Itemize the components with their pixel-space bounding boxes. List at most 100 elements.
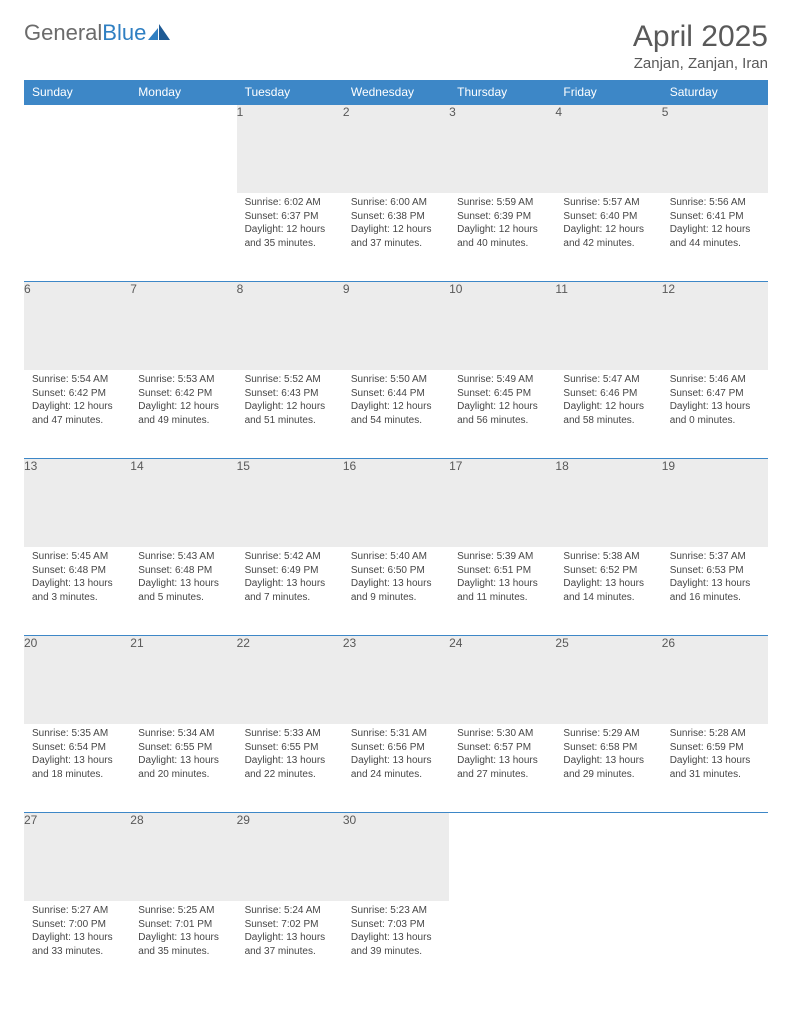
daylight-line: Daylight: 13 hours and 7 minutes. bbox=[245, 577, 335, 604]
sunrise-line: Sunrise: 5:46 AM bbox=[670, 373, 760, 387]
day-cell: Sunrise: 5:42 AMSunset: 6:49 PMDaylight:… bbox=[237, 547, 343, 636]
day-cell: Sunrise: 5:34 AMSunset: 6:55 PMDaylight:… bbox=[130, 724, 236, 813]
brand-part1: General bbox=[24, 20, 102, 46]
sunrise-line: Sunrise: 5:49 AM bbox=[457, 373, 547, 387]
daynum-row: 13141516171819 bbox=[24, 459, 768, 548]
sunset-line: Sunset: 7:01 PM bbox=[138, 918, 228, 932]
daylight-line: Daylight: 13 hours and 9 minutes. bbox=[351, 577, 441, 604]
sunset-line: Sunset: 6:37 PM bbox=[245, 210, 335, 224]
weekday-header-row: SundayMondayTuesdayWednesdayThursdayFrid… bbox=[24, 80, 768, 105]
daylight-line: Daylight: 12 hours and 47 minutes. bbox=[32, 400, 122, 427]
sunrise-line: Sunrise: 5:40 AM bbox=[351, 550, 441, 564]
day-cell: Sunrise: 5:46 AMSunset: 6:47 PMDaylight:… bbox=[662, 370, 768, 459]
day-details: Sunrise: 5:37 AMSunset: 6:53 PMDaylight:… bbox=[662, 547, 768, 608]
content-row: Sunrise: 5:54 AMSunset: 6:42 PMDaylight:… bbox=[24, 370, 768, 459]
daylight-line: Daylight: 13 hours and 29 minutes. bbox=[563, 754, 653, 781]
sunset-line: Sunset: 6:46 PM bbox=[563, 387, 653, 401]
day-number: 15 bbox=[237, 459, 343, 548]
day-cell: Sunrise: 5:56 AMSunset: 6:41 PMDaylight:… bbox=[662, 193, 768, 282]
day-cell bbox=[130, 193, 236, 282]
sunset-line: Sunset: 6:54 PM bbox=[32, 741, 122, 755]
sunrise-line: Sunrise: 5:43 AM bbox=[138, 550, 228, 564]
sunset-line: Sunset: 7:02 PM bbox=[245, 918, 335, 932]
day-details: Sunrise: 5:29 AMSunset: 6:58 PMDaylight:… bbox=[555, 724, 661, 785]
daynum-row: 12345 bbox=[24, 105, 768, 194]
day-details: Sunrise: 5:52 AMSunset: 6:43 PMDaylight:… bbox=[237, 370, 343, 431]
day-details: Sunrise: 5:46 AMSunset: 6:47 PMDaylight:… bbox=[662, 370, 768, 431]
daylight-line: Daylight: 13 hours and 0 minutes. bbox=[670, 400, 760, 427]
day-cell: Sunrise: 5:45 AMSunset: 6:48 PMDaylight:… bbox=[24, 547, 130, 636]
day-number bbox=[662, 813, 768, 902]
day-details: Sunrise: 5:59 AMSunset: 6:39 PMDaylight:… bbox=[449, 193, 555, 254]
sunrise-line: Sunrise: 5:52 AM bbox=[245, 373, 335, 387]
day-details: Sunrise: 6:02 AMSunset: 6:37 PMDaylight:… bbox=[237, 193, 343, 254]
weekday-header: Tuesday bbox=[237, 80, 343, 105]
day-details: Sunrise: 5:39 AMSunset: 6:51 PMDaylight:… bbox=[449, 547, 555, 608]
day-cell bbox=[555, 901, 661, 989]
day-number: 13 bbox=[24, 459, 130, 548]
day-number: 2 bbox=[343, 105, 449, 194]
daylight-line: Daylight: 12 hours and 49 minutes. bbox=[138, 400, 228, 427]
day-number: 17 bbox=[449, 459, 555, 548]
weekday-header: Thursday bbox=[449, 80, 555, 105]
sunrise-line: Sunrise: 5:38 AM bbox=[563, 550, 653, 564]
calendar-table: SundayMondayTuesdayWednesdayThursdayFrid… bbox=[24, 80, 768, 989]
day-cell: Sunrise: 5:28 AMSunset: 6:59 PMDaylight:… bbox=[662, 724, 768, 813]
day-cell: Sunrise: 5:52 AMSunset: 6:43 PMDaylight:… bbox=[237, 370, 343, 459]
daynum-row: 20212223242526 bbox=[24, 636, 768, 725]
day-number: 28 bbox=[130, 813, 236, 902]
daylight-line: Daylight: 13 hours and 5 minutes. bbox=[138, 577, 228, 604]
daylight-line: Daylight: 13 hours and 16 minutes. bbox=[670, 577, 760, 604]
sunset-line: Sunset: 6:57 PM bbox=[457, 741, 547, 755]
day-details: Sunrise: 5:40 AMSunset: 6:50 PMDaylight:… bbox=[343, 547, 449, 608]
daylight-line: Daylight: 13 hours and 31 minutes. bbox=[670, 754, 760, 781]
day-details: Sunrise: 5:23 AMSunset: 7:03 PMDaylight:… bbox=[343, 901, 449, 962]
daylight-line: Daylight: 12 hours and 54 minutes. bbox=[351, 400, 441, 427]
day-cell: Sunrise: 5:27 AMSunset: 7:00 PMDaylight:… bbox=[24, 901, 130, 989]
daylight-line: Daylight: 13 hours and 35 minutes. bbox=[138, 931, 228, 958]
location: Zanjan, Zanjan, Iran bbox=[633, 55, 768, 72]
sunrise-line: Sunrise: 5:57 AM bbox=[563, 196, 653, 210]
sunrise-line: Sunrise: 5:42 AM bbox=[245, 550, 335, 564]
day-details: Sunrise: 5:43 AMSunset: 6:48 PMDaylight:… bbox=[130, 547, 236, 608]
day-number: 23 bbox=[343, 636, 449, 725]
day-cell: Sunrise: 5:54 AMSunset: 6:42 PMDaylight:… bbox=[24, 370, 130, 459]
sunrise-line: Sunrise: 5:27 AM bbox=[32, 904, 122, 918]
weekday-header: Wednesday bbox=[343, 80, 449, 105]
day-details: Sunrise: 5:25 AMSunset: 7:01 PMDaylight:… bbox=[130, 901, 236, 962]
day-number: 21 bbox=[130, 636, 236, 725]
day-details: Sunrise: 5:35 AMSunset: 6:54 PMDaylight:… bbox=[24, 724, 130, 785]
day-cell: Sunrise: 5:59 AMSunset: 6:39 PMDaylight:… bbox=[449, 193, 555, 282]
sunset-line: Sunset: 6:40 PM bbox=[563, 210, 653, 224]
day-cell: Sunrise: 5:50 AMSunset: 6:44 PMDaylight:… bbox=[343, 370, 449, 459]
daylight-line: Daylight: 13 hours and 37 minutes. bbox=[245, 931, 335, 958]
day-cell: Sunrise: 6:02 AMSunset: 6:37 PMDaylight:… bbox=[237, 193, 343, 282]
day-number: 11 bbox=[555, 282, 661, 371]
sunset-line: Sunset: 6:53 PM bbox=[670, 564, 760, 578]
sunrise-line: Sunrise: 5:33 AM bbox=[245, 727, 335, 741]
sunrise-line: Sunrise: 5:23 AM bbox=[351, 904, 441, 918]
calendar-page: GeneralBlue April 2025 Zanjan, Zanjan, I… bbox=[0, 0, 792, 1009]
day-number: 8 bbox=[237, 282, 343, 371]
daylight-line: Daylight: 12 hours and 51 minutes. bbox=[245, 400, 335, 427]
day-number: 4 bbox=[555, 105, 661, 194]
day-cell: Sunrise: 5:25 AMSunset: 7:01 PMDaylight:… bbox=[130, 901, 236, 989]
day-number: 20 bbox=[24, 636, 130, 725]
day-number: 27 bbox=[24, 813, 130, 902]
daylight-line: Daylight: 13 hours and 33 minutes. bbox=[32, 931, 122, 958]
day-details: Sunrise: 5:56 AMSunset: 6:41 PMDaylight:… bbox=[662, 193, 768, 254]
sunrise-line: Sunrise: 5:59 AM bbox=[457, 196, 547, 210]
day-number: 16 bbox=[343, 459, 449, 548]
day-cell: Sunrise: 5:57 AMSunset: 6:40 PMDaylight:… bbox=[555, 193, 661, 282]
weekday-header: Monday bbox=[130, 80, 236, 105]
daylight-line: Daylight: 12 hours and 37 minutes. bbox=[351, 223, 441, 250]
day-number: 7 bbox=[130, 282, 236, 371]
day-details: Sunrise: 5:45 AMSunset: 6:48 PMDaylight:… bbox=[24, 547, 130, 608]
page-header: GeneralBlue April 2025 Zanjan, Zanjan, I… bbox=[24, 20, 768, 72]
day-details: Sunrise: 5:50 AMSunset: 6:44 PMDaylight:… bbox=[343, 370, 449, 431]
day-cell: Sunrise: 5:49 AMSunset: 6:45 PMDaylight:… bbox=[449, 370, 555, 459]
day-number: 1 bbox=[237, 105, 343, 194]
content-row: Sunrise: 5:27 AMSunset: 7:00 PMDaylight:… bbox=[24, 901, 768, 989]
content-row: Sunrise: 6:02 AMSunset: 6:37 PMDaylight:… bbox=[24, 193, 768, 282]
day-cell bbox=[662, 901, 768, 989]
